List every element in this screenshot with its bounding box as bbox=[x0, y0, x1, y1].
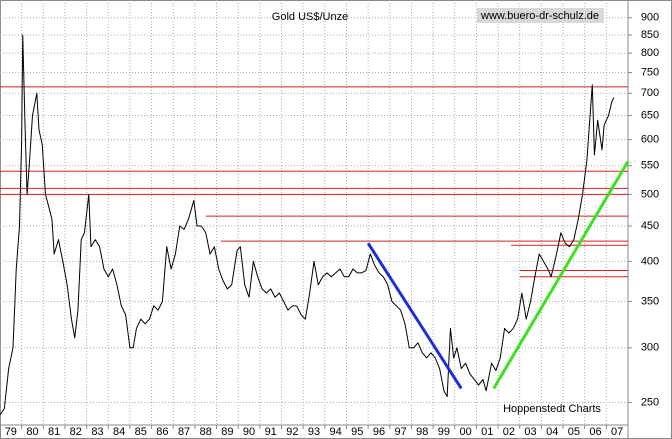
y-tick-label: 850 bbox=[641, 29, 659, 41]
y-tick-label: 350 bbox=[641, 295, 659, 307]
y-tick-label: 400 bbox=[641, 255, 659, 267]
y-tick-label: 250 bbox=[641, 396, 659, 408]
y-tick-label: 800 bbox=[641, 47, 659, 59]
y-tick-label: 650 bbox=[641, 109, 659, 121]
grid bbox=[0, 0, 628, 425]
price-line bbox=[0, 34, 615, 416]
x-tick-label: 01 bbox=[481, 426, 493, 438]
y-tick-label: 300 bbox=[641, 342, 659, 354]
x-tick-label: 85 bbox=[135, 426, 147, 438]
x-tick-label: 07 bbox=[611, 426, 623, 438]
x-tick-label: 02 bbox=[503, 426, 515, 438]
x-tick-label: 96 bbox=[373, 426, 385, 438]
credit: Hoppenstedt Charts bbox=[503, 403, 601, 415]
x-tick-label: 98 bbox=[416, 426, 428, 438]
x-tick-label: 81 bbox=[48, 426, 60, 438]
x-tick-label: 97 bbox=[394, 426, 406, 438]
x-tick-label: 83 bbox=[91, 426, 103, 438]
x-tick-label: 86 bbox=[156, 426, 168, 438]
x-tick-label: 05 bbox=[568, 426, 580, 438]
labels: 250 300 350 400 450 500 550 600 650 700 750 800 850 9… bbox=[0, 12, 659, 438]
y-tick-label: 550 bbox=[641, 160, 659, 172]
y-tick-label: 750 bbox=[641, 66, 659, 78]
y-tick-label: 450 bbox=[641, 220, 659, 232]
x-tick-label: 92 bbox=[286, 426, 298, 438]
x-tick-label: 03 bbox=[524, 426, 536, 438]
y-tick-label: 700 bbox=[641, 87, 659, 99]
x-tick-label: 00 bbox=[459, 426, 471, 438]
chart-title: Gold US$/Unze bbox=[272, 11, 348, 23]
x-tick-label: 79 bbox=[5, 426, 17, 438]
x-tick-label: 94 bbox=[330, 426, 342, 438]
x-tick-label: 88 bbox=[200, 426, 212, 438]
x-tick-label: 91 bbox=[265, 426, 277, 438]
x-tick-label: 89 bbox=[221, 426, 233, 438]
reference-lines bbox=[0, 86, 628, 278]
plot bbox=[0, 34, 630, 416]
x-tick-label: 80 bbox=[26, 426, 38, 438]
x-tick-label: 87 bbox=[178, 426, 190, 438]
y-tick-label: 600 bbox=[641, 134, 659, 146]
x-tick-label: 84 bbox=[113, 426, 125, 438]
y-tick-label: 900 bbox=[641, 12, 659, 24]
trend-line bbox=[366, 242, 463, 390]
x-tick-label: 82 bbox=[70, 426, 82, 438]
x-tick-label: 95 bbox=[351, 426, 363, 438]
x-tick-label: 06 bbox=[589, 426, 601, 438]
source: www.buero-dr-schulz.de bbox=[480, 10, 599, 22]
y-tick-label: 500 bbox=[641, 188, 659, 200]
x-tick-label: 04 bbox=[546, 426, 558, 438]
x-tick-label: 90 bbox=[243, 426, 255, 438]
x-tick-label: 93 bbox=[308, 426, 320, 438]
source-box bbox=[477, 8, 604, 23]
trend-line bbox=[492, 160, 630, 390]
x-tick-label: 99 bbox=[438, 426, 450, 438]
